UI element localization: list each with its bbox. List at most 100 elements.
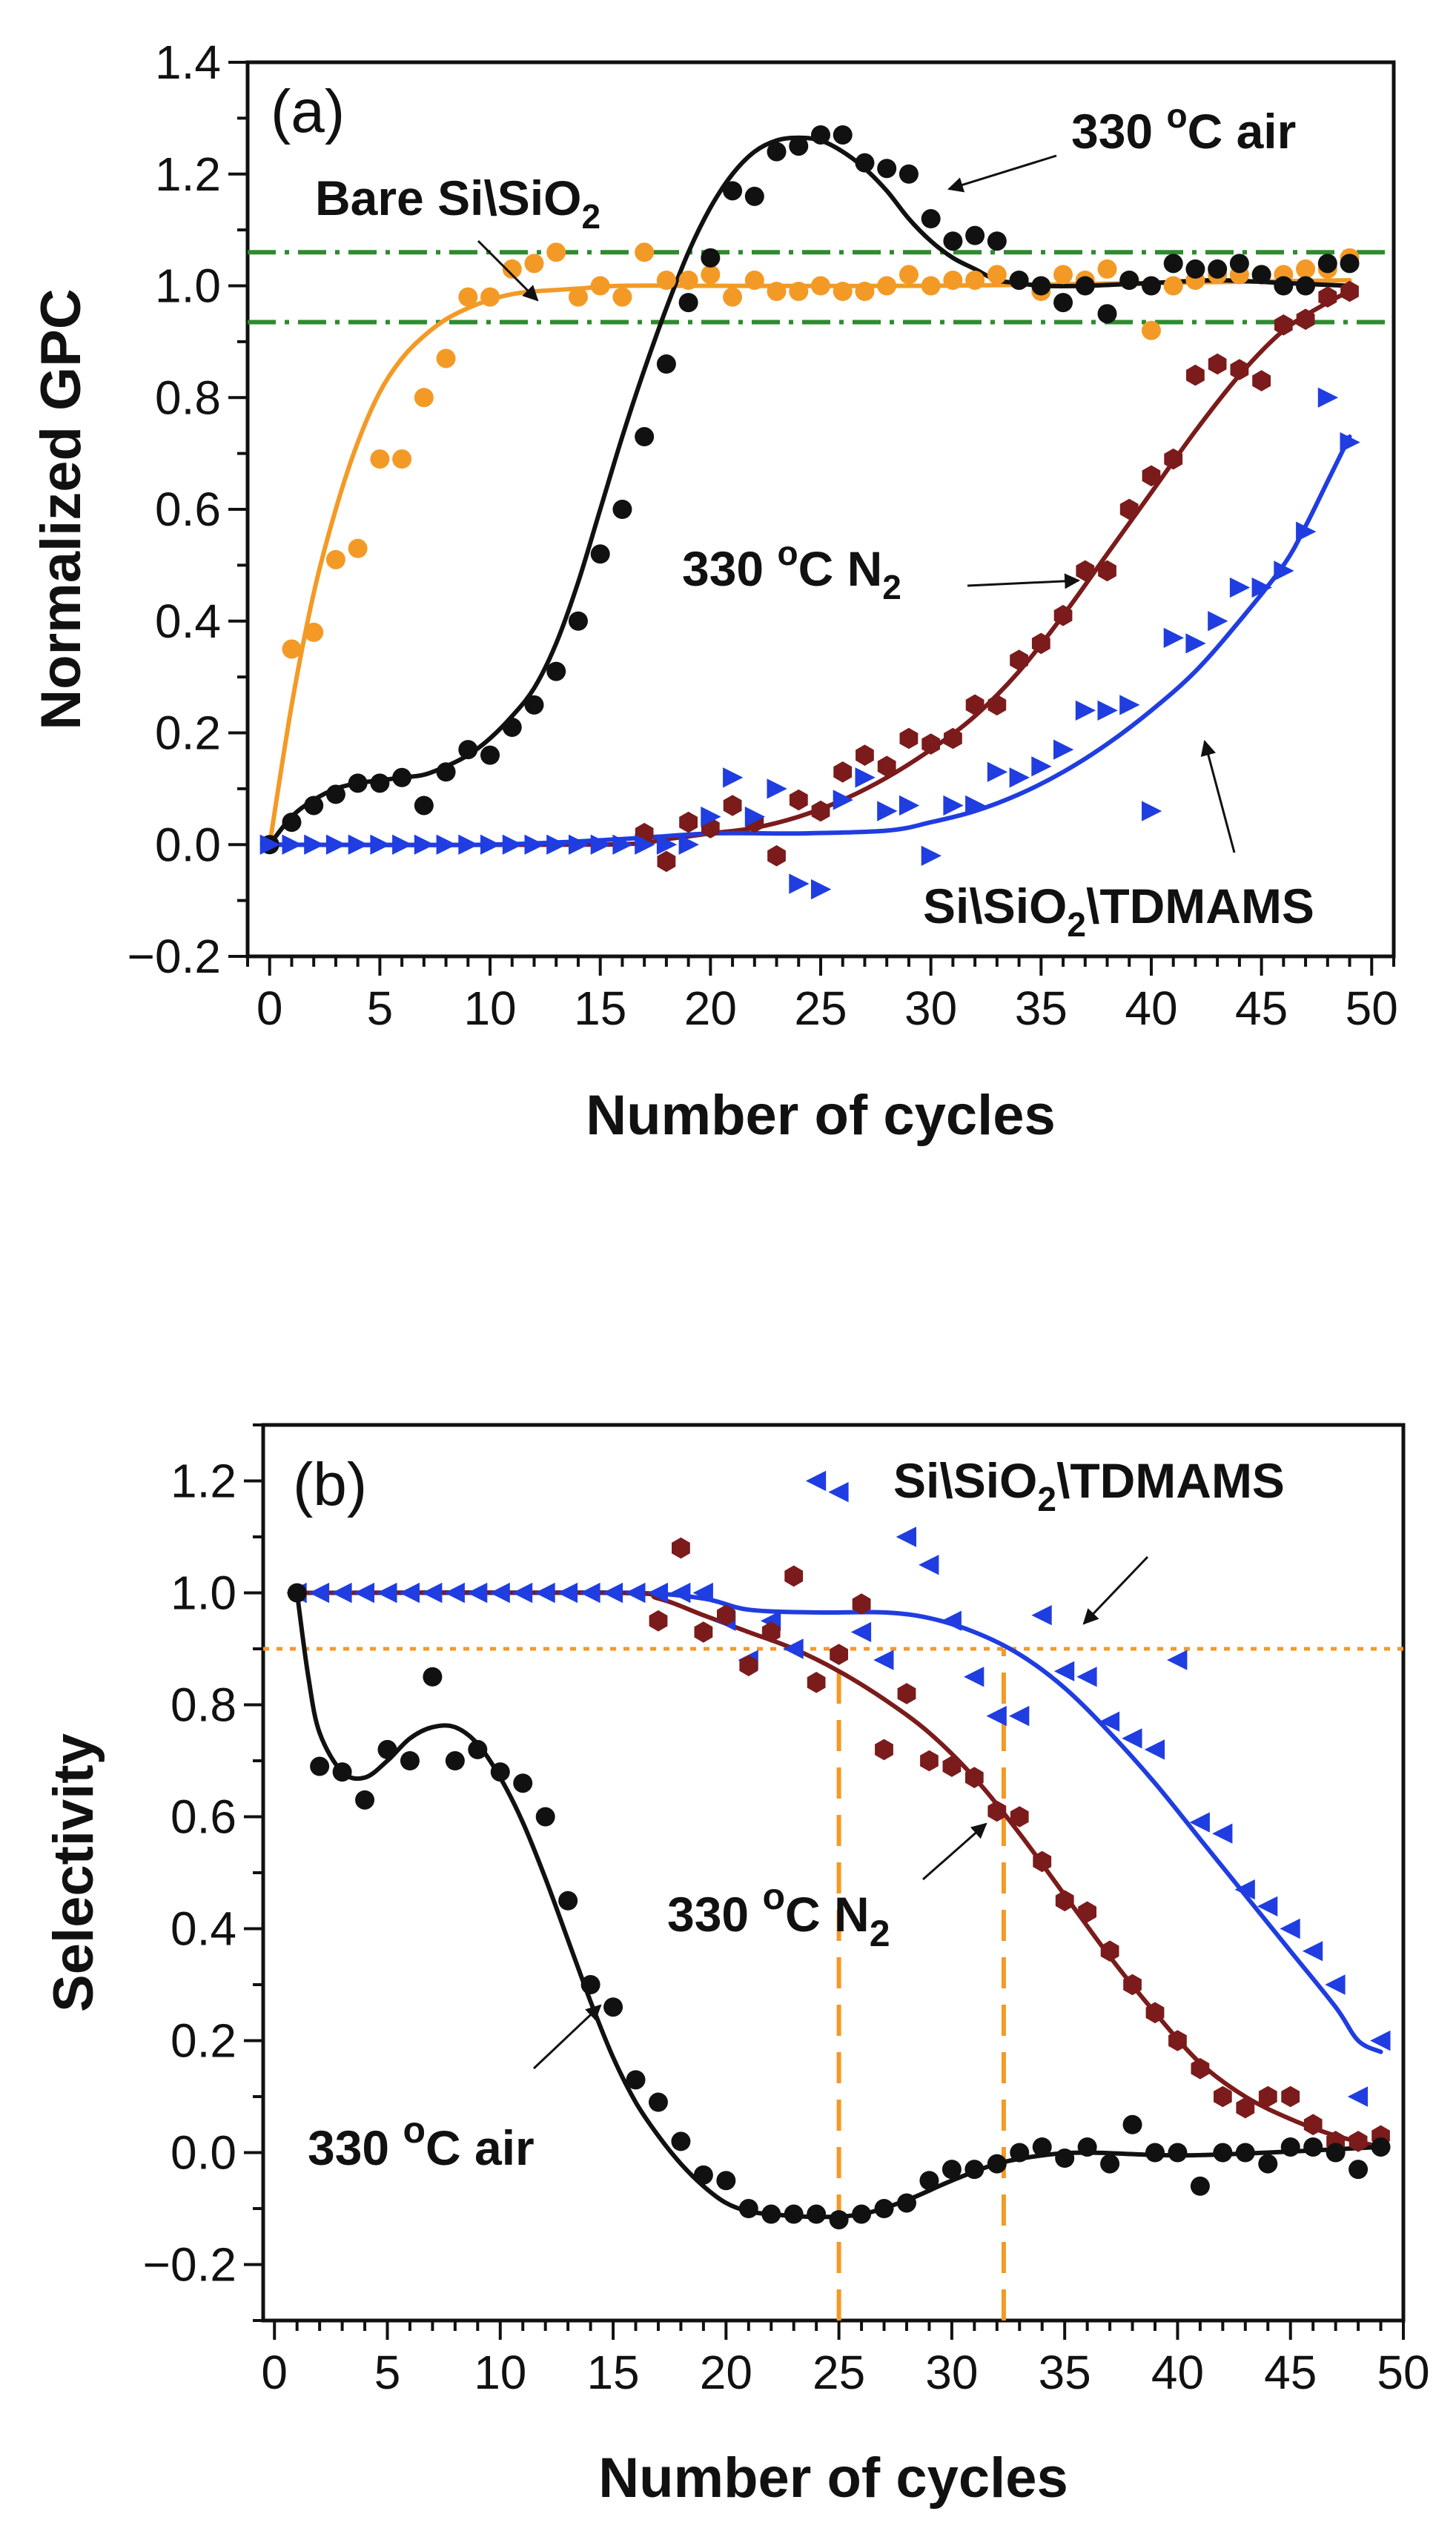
- panel-b-x-tick-label: 25: [813, 2346, 865, 2399]
- panel-b-point-si-sio2-tdmams: [512, 1582, 533, 1604]
- panel-b-point-330-c-air: [1010, 2143, 1030, 2163]
- panel-a-point-bare-si-sio2: [811, 276, 830, 296]
- panel-b-arrow-tdmams: [1082, 1555, 1149, 1625]
- panel-b-arrow-air: [532, 2004, 602, 2070]
- panel-a-annotation-tdmams-sub: 2: [1067, 905, 1086, 944]
- panel-b-point-330-c-n2: [1168, 2030, 1187, 2051]
- panel-b-point-330-c-n2: [739, 1655, 758, 1676]
- panel-a-annotation-bare-sub: 2: [582, 197, 601, 236]
- panel-a-point-bare-si-sio2: [987, 265, 1007, 285]
- panel-b-point-330-c-n2: [1303, 2114, 1323, 2136]
- panel-a-point-330-c-air: [767, 142, 787, 162]
- panel-b-point-330-c-n2: [875, 1739, 893, 1761]
- panel-a-point-330-c-air: [392, 767, 412, 787]
- panel-a-arrow-air: [947, 154, 1057, 193]
- panel-b-point-si-sio2-tdmams: [1257, 1896, 1278, 1916]
- panel-a-x-tick-label: 40: [1125, 982, 1177, 1035]
- panel-b-x-tick-label: 50: [1377, 2346, 1429, 2399]
- panel-b-point-330-c-n2: [1078, 1901, 1096, 1923]
- panel-b-point-330-c-air: [377, 1739, 397, 1759]
- panel-a-point-si-sio2-tdmams: [502, 834, 523, 855]
- panel-b-point-330-c-air: [1371, 2137, 1391, 2157]
- panel-b-y-tick-label: 0.2: [171, 2014, 236, 2068]
- panel-a-point-bare-si-sio2: [943, 270, 963, 290]
- panel-a-annotation-n2-suffix: C N: [798, 541, 883, 596]
- panel-b-point-si-sio2-tdmams: [964, 1667, 985, 1687]
- panel-a-point-330-c-n2: [944, 727, 962, 750]
- panel-b-annotation-tdmams-sub: 2: [1037, 1480, 1056, 1518]
- panel-b-point-si-sio2-tdmams: [535, 1582, 555, 1604]
- panel-a-point-330-c-n2: [1010, 649, 1028, 671]
- panel-b-point-si-sio2-tdmams: [647, 1582, 668, 1604]
- panel-b-point-si-sio2-tdmams: [489, 1582, 510, 1604]
- panel-a-point-si-sio2-tdmams: [612, 834, 633, 855]
- panel-a-point-330-c-air: [480, 745, 500, 765]
- panel-a-point-si-sio2-tdmams: [1119, 695, 1140, 715]
- panel-a-annotation-air-prefix: 330: [1071, 104, 1166, 159]
- panel-a-point-si-sio2-tdmams: [392, 834, 413, 855]
- panel-a-point-bare-si-sio2: [1097, 259, 1117, 279]
- panel-b-point-330-c-n2: [1236, 2097, 1255, 2119]
- panel-a-point-si-sio2-tdmams: [943, 795, 964, 816]
- panel-a-annotation-air-suffix: C air: [1188, 104, 1297, 159]
- panel-a-point-330-c-air: [1229, 254, 1249, 274]
- panel-a-point-330-c-air: [414, 796, 434, 816]
- panel-a-point-330-c-air: [1163, 254, 1183, 274]
- panel-b-point-330-c-air: [942, 2160, 962, 2180]
- panel-a-point-330-c-air: [678, 293, 698, 313]
- panel-a-point-330-c-air: [546, 661, 566, 681]
- panel-b-point-si-sio2-tdmams: [422, 1582, 443, 1604]
- panel-b-ticks: 0 5 10 15 20 25 30 35 40 45 50 −0.2 0.0 0.2 0.4 0.6 0.8 1…: [143, 1423, 1430, 2399]
- panel-b-point-330-c-n2: [1145, 2002, 1165, 2024]
- panel-a-point-si-sio2-tdmams: [855, 767, 876, 788]
- panel-a-y-axis-title: Normalized GPC: [30, 288, 93, 730]
- panel-a-point-330-c-air: [833, 125, 853, 145]
- panel-b-point-330-c-air: [580, 1975, 600, 1994]
- panel-a-point-bare-si-sio2: [678, 270, 698, 290]
- panel-b-x-tick-label: 30: [925, 2346, 978, 2399]
- panel-a-point-si-sio2-tdmams: [1229, 577, 1251, 598]
- panel-a-point-330-c-n2: [767, 845, 786, 867]
- panel-b-point-si-sio2-tdmams: [1053, 1661, 1075, 1681]
- panel-b-point-330-c-n2: [1055, 1890, 1074, 1912]
- panel-b-point-330-c-n2: [942, 1756, 962, 1777]
- panel-b-point-330-c-n2: [897, 1683, 916, 1704]
- panel-b-point-330-c-air: [400, 1751, 420, 1770]
- panel-a-point-330-c-air: [899, 164, 919, 184]
- panel-a-point-330-c-n2: [811, 800, 830, 822]
- panel-a-point-bare-si-sio2: [502, 259, 522, 279]
- panel-b-point-330-c-air: [1235, 2143, 1255, 2163]
- panel-b-annotation-n2-suffix: C N: [785, 1887, 870, 1942]
- panel-a-point-330-c-n2: [1296, 308, 1315, 330]
- panel-b-point-si-sio2-tdmams: [1302, 1941, 1323, 1962]
- panel-a-point-bare-si-sio2: [590, 276, 610, 296]
- panel-a-point-330-c-air: [1340, 254, 1360, 274]
- panel-a-point-330-c-air: [1097, 304, 1117, 324]
- panel-a-point-330-c-air: [943, 231, 963, 251]
- panel-b-point-330-c-air: [1032, 2137, 1052, 2157]
- panel-a-point-330-c-air: [723, 181, 743, 201]
- panel-b-y-tick-label: −0.2: [143, 2238, 236, 2292]
- panel-b-point-330-c-air: [738, 2199, 758, 2218]
- panel-a-point-bare-si-sio2: [392, 449, 412, 469]
- panel-a-y-tick-label: 0.8: [155, 371, 221, 424]
- panel-a-point-330-c-air: [612, 500, 632, 519]
- panel-b-x-tick-label: 0: [261, 2346, 288, 2399]
- panel-b-point-330-c-n2: [1010, 1806, 1029, 1828]
- panel-a-point-si-sio2-tdmams: [678, 834, 699, 855]
- panel-a-point-330-c-air: [1031, 276, 1051, 296]
- panel-a-point-330-c-air: [789, 136, 809, 156]
- panel-b-point-330-c-air: [332, 1762, 352, 1782]
- panel-a-point-si-sio2-tdmams: [899, 795, 920, 816]
- panel-a-point-330-c-n2: [1142, 465, 1161, 487]
- panel-a-point-330-c-air: [458, 740, 478, 760]
- panel-b-point-si-sio2-tdmams: [602, 1582, 623, 1604]
- panel-b-point-330-c-n2: [1349, 2131, 1368, 2152]
- panel-b-point-si-sio2-tdmams: [467, 1582, 488, 1604]
- panel-a-point-bare-si-sio2: [370, 449, 390, 469]
- panel-a-point-330-c-air: [1296, 276, 1316, 296]
- panel-b-point-si-sio2-tdmams: [873, 1650, 894, 1670]
- panel-a-x-tick-label: 45: [1235, 982, 1288, 1035]
- panel-a-point-bare-si-sio2: [899, 265, 919, 285]
- panel-b-point-330-c-air: [445, 1751, 465, 1770]
